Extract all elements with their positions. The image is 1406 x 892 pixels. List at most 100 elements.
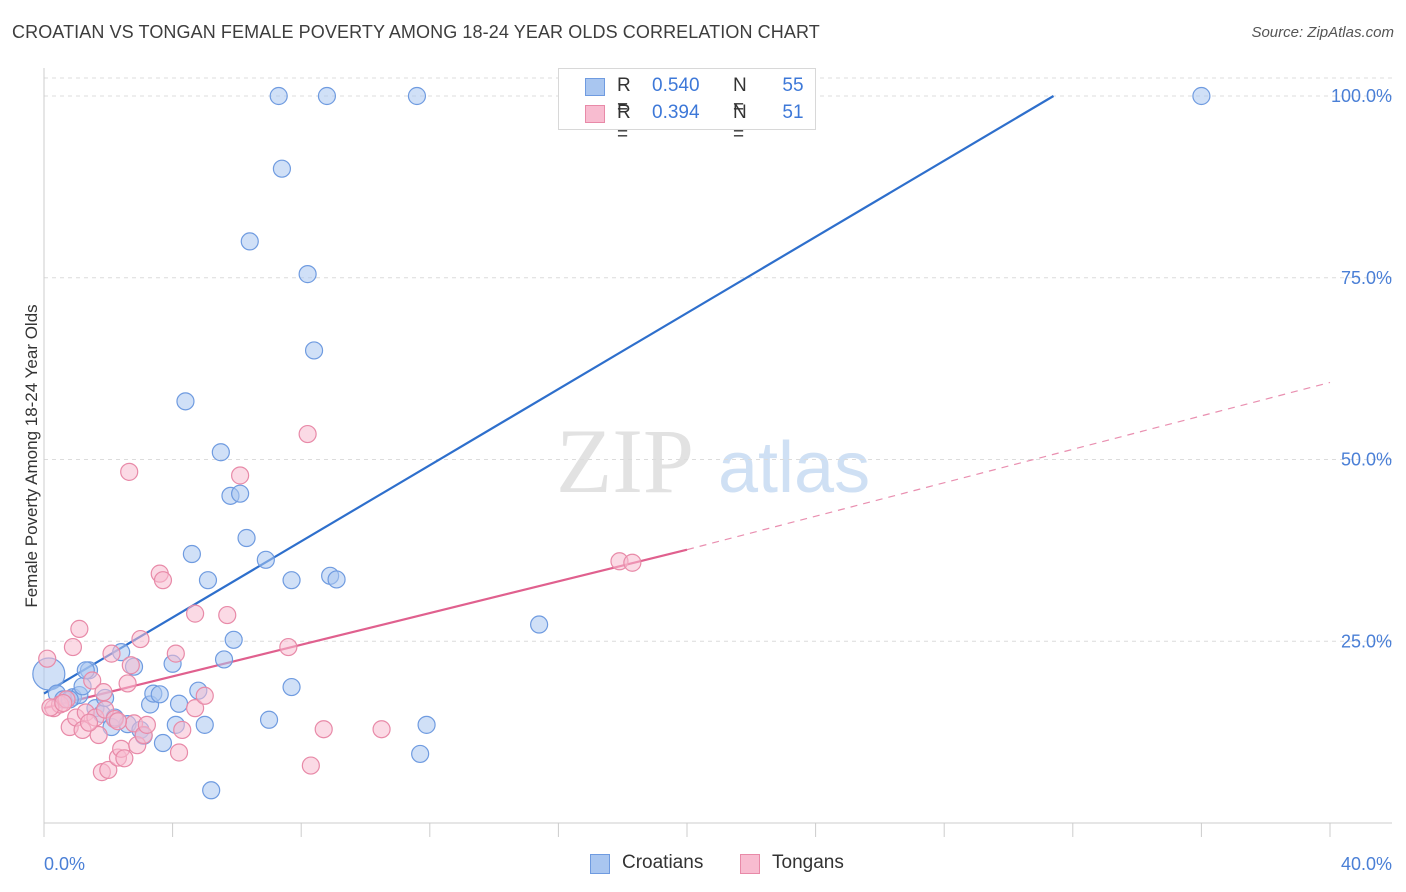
data-point (195, 686, 214, 705)
data-point (214, 650, 234, 669)
axes (43, 68, 1392, 837)
data-point (102, 644, 121, 663)
data-point (63, 637, 83, 657)
x-tick-label-max: 40.0% (1341, 854, 1392, 874)
data-point (298, 424, 317, 444)
data-point (417, 715, 436, 734)
data-point (89, 725, 108, 745)
trend-line-tongans (43, 548, 688, 710)
data-point (94, 683, 113, 702)
watermark-zip: ZIP (556, 410, 694, 512)
data-point (198, 571, 218, 590)
n-value: 55 (782, 75, 804, 96)
data-point (150, 685, 169, 704)
data-point (272, 159, 292, 178)
data-point (79, 713, 99, 732)
n-label: N = (733, 102, 747, 145)
data-point (411, 744, 430, 764)
data-point (301, 756, 320, 775)
croatians-swatch (590, 854, 610, 874)
data-point (166, 644, 185, 663)
data-point (1192, 86, 1211, 106)
tongans-swatch (585, 105, 605, 123)
series-tongans (38, 424, 642, 782)
data-point (282, 677, 301, 697)
watermark-atlas: atlas (718, 428, 870, 508)
data-point (153, 733, 173, 753)
data-point (108, 712, 128, 731)
data-point (153, 571, 173, 590)
data-point (407, 86, 427, 106)
series-legend: Croatians Tongans (0, 852, 1406, 880)
n-value: 51 (782, 102, 804, 123)
chart-title: CROATIAN VS TONGAN FEMALE POVERTY AMONG … (12, 22, 820, 42)
data-point (259, 710, 279, 729)
data-point (304, 341, 324, 360)
data-point (224, 630, 243, 649)
data-point (169, 694, 189, 713)
data-point (99, 760, 118, 780)
data-point (231, 484, 250, 503)
watermark: ZIP atlas (556, 410, 870, 512)
y-axis-title: Female Poverty Among 18-24 Year Olds (22, 304, 41, 607)
y-tick-label: 50.0% (1341, 450, 1392, 470)
data-point (237, 528, 256, 548)
legend-label: Tongans (772, 852, 844, 873)
correlation-legend: R = 0.540 N = 55 R = 0.394 N = 51 (558, 68, 816, 145)
data-point (623, 553, 642, 572)
y-tick-label: 100.0% (1331, 86, 1392, 106)
data-point (298, 265, 317, 284)
gridlines (44, 77, 1392, 642)
data-point (173, 720, 192, 740)
data-point (54, 693, 73, 713)
trend-lines (43, 95, 1331, 710)
data-point (83, 671, 102, 690)
source-label: Source: ZipAtlas.com (1251, 24, 1394, 41)
croatians-swatch (585, 78, 605, 96)
data-point (182, 544, 201, 564)
data-point (372, 720, 391, 739)
data-point (256, 550, 275, 569)
trend-line-croatians (43, 95, 1055, 695)
data-point (38, 649, 57, 668)
data-point (176, 392, 195, 411)
tongans-swatch (740, 854, 760, 874)
x-tick-label-min: 0.0% (44, 854, 85, 874)
tick-labels: 25.0% 50.0% 75.0% 100.0% 0.0% 40.0% (44, 86, 1392, 874)
data-point (282, 571, 301, 590)
r-value: 0.540 (652, 75, 700, 96)
data-points (32, 86, 1211, 800)
data-point (186, 604, 205, 623)
data-point (269, 86, 288, 106)
data-point (137, 715, 156, 734)
data-point (211, 443, 230, 462)
data-point (186, 699, 205, 718)
series-croatians (32, 86, 1211, 800)
data-point (202, 781, 221, 800)
r-value: 0.394 (652, 102, 700, 123)
legend-label: Croatians (622, 852, 704, 873)
r-label: R = (617, 75, 631, 118)
data-point (169, 743, 189, 762)
data-point (327, 570, 346, 589)
data-point (218, 605, 237, 625)
data-point (195, 715, 214, 734)
data-point (131, 629, 150, 649)
r-label: R = (617, 102, 631, 145)
data-point (120, 462, 139, 481)
data-point (231, 466, 250, 485)
data-point (115, 749, 134, 768)
data-point (118, 674, 137, 693)
data-point (121, 656, 140, 675)
data-point (530, 615, 549, 634)
data-point (314, 720, 333, 739)
data-point (70, 619, 89, 638)
y-tick-label: 75.0% (1341, 268, 1392, 288)
y-tick-label: 25.0% (1341, 631, 1392, 651)
data-point (279, 637, 298, 657)
trend-line-extension-tongans (686, 381, 1331, 551)
data-point (317, 86, 337, 106)
n-label: N = (733, 75, 747, 118)
data-point (240, 232, 259, 251)
